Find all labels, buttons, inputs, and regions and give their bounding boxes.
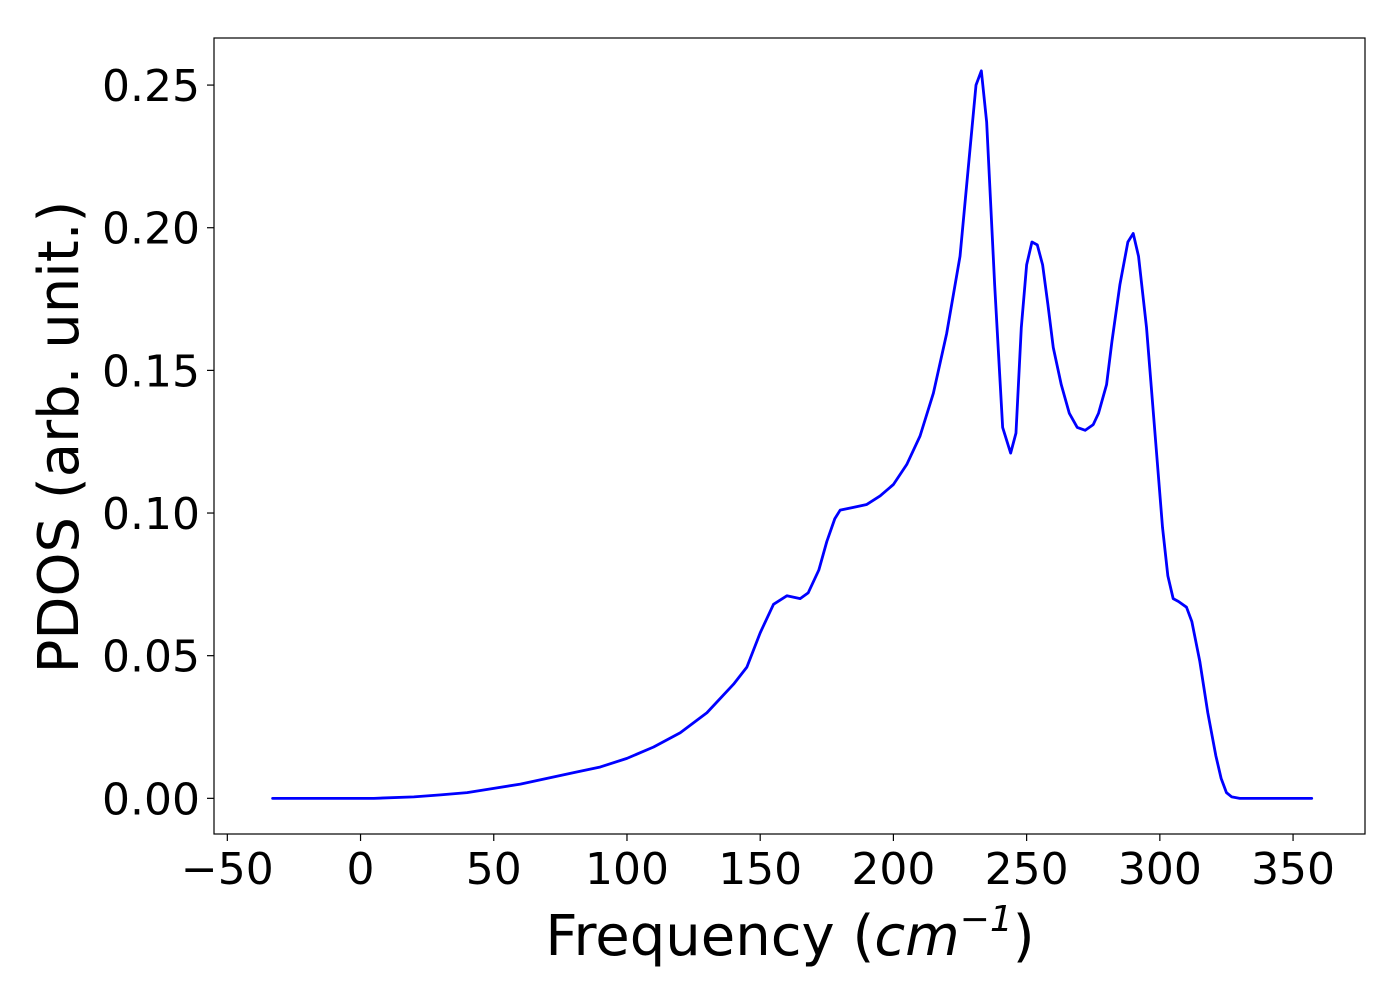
x-tick-label: 0 [347,844,375,895]
x-axis-label-close: ) [1013,904,1035,969]
x-tick-label: −50 [181,844,274,895]
x-tick-label: 150 [718,844,802,895]
x-axis-ticks: −50 0 50 100 150 200 250 300 350 [181,834,1335,895]
x-tick-label: 300 [1118,844,1202,895]
plot-area [271,69,1314,800]
series-line [271,69,1314,800]
y-tick-label: 0.20 [102,204,200,255]
x-tick-label: 250 [985,844,1069,895]
y-axis-label: PDOS (arb. unit.) [27,201,92,674]
x-tick-label: 50 [466,844,522,895]
x-tick-label: 100 [585,844,669,895]
y-tick-label: 0.25 [102,61,200,112]
x-axis-label-text: Frequency ( [545,904,874,969]
x-tick-label: 200 [851,844,935,895]
y-tick-label: 0.05 [102,632,200,683]
x-axis-label: Frequency (cm−1) [545,899,1034,969]
x-axis-label-math-exp: −1 [960,899,1013,940]
y-axis-ticks: 0.00 0.05 0.10 0.15 0.20 0.25 [102,61,214,825]
y-tick-label: 0.15 [102,346,200,397]
y-tick-label: 0.00 [102,774,200,825]
x-tick-label: 350 [1251,844,1335,895]
y-tick-label: 0.10 [102,489,200,540]
x-axis-label-math-base: cm [874,904,959,969]
axes-frame [213,37,1366,835]
